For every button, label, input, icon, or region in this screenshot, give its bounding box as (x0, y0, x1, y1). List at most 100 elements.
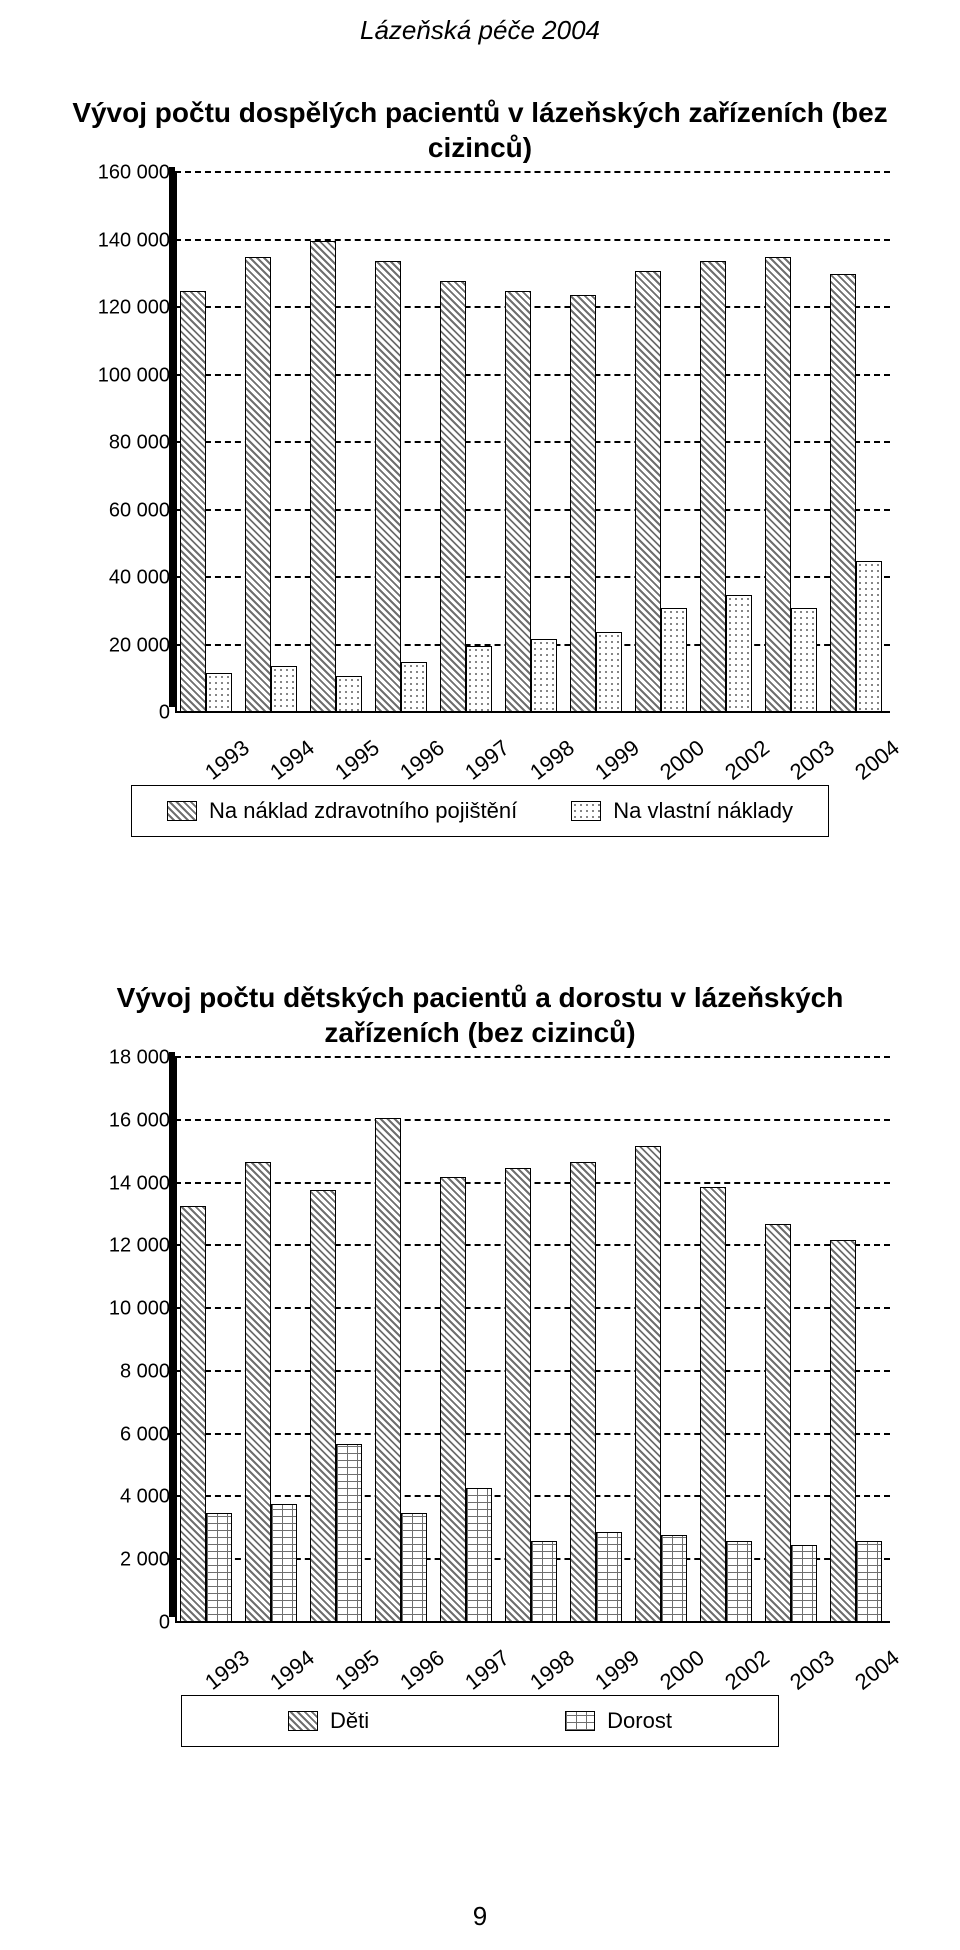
bar-fill (311, 242, 335, 713)
legend: Děti Dorost (181, 1695, 779, 1747)
bars (175, 1058, 890, 1623)
bar (856, 1541, 882, 1623)
bar-fill (337, 1445, 361, 1622)
x-tick-label: 1994 (263, 1643, 322, 1697)
bar-group (700, 1187, 755, 1623)
bar-group (570, 1162, 625, 1623)
bar (791, 1545, 817, 1623)
bar-fill (766, 258, 790, 712)
bar (726, 1541, 752, 1623)
bar-fill (727, 596, 751, 712)
bar-group (310, 1190, 365, 1623)
y-tick-label: 60 000 (70, 499, 170, 522)
bar-fill (792, 1546, 816, 1622)
legend-label: Děti (330, 1708, 369, 1734)
y-tick-label: 8 000 (70, 1360, 170, 1383)
legend-item: Dorost (565, 1708, 672, 1734)
legend-label: Dorost (607, 1708, 672, 1734)
x-tick-label: 2003 (783, 733, 842, 787)
bar (700, 1187, 726, 1623)
y-tick-label: 10 000 (70, 1298, 170, 1321)
legend-label: Na vlastní náklady (613, 798, 793, 824)
x-tick-label: 2000 (653, 733, 712, 787)
bar-group (700, 261, 755, 713)
y-tick-label: 140 000 (70, 229, 170, 252)
chart-title: Vývoj počtu dospělých pacientů v lázeňsk… (70, 95, 890, 165)
bar-fill (207, 674, 231, 713)
bar-fill (441, 1178, 465, 1622)
bar (466, 1488, 492, 1623)
bar (180, 291, 206, 713)
y-tick-label: 0 (70, 702, 170, 725)
bar-group (830, 1240, 885, 1623)
x-tick-label: 1997 (458, 733, 517, 787)
bar (635, 271, 661, 713)
bar-group (635, 271, 690, 713)
x-tick-label: 2004 (848, 1643, 907, 1697)
bar (336, 1444, 362, 1623)
legend-swatch-icon (167, 801, 197, 821)
bar (570, 1162, 596, 1623)
y-tick-label: 20 000 (70, 634, 170, 657)
bar (466, 646, 492, 714)
legend-item: Na náklad zdravotního pojištění (167, 798, 517, 824)
bar-fill (831, 1241, 855, 1622)
bar-group (765, 1224, 820, 1623)
x-tick-label: 1999 (588, 1643, 647, 1697)
bar (401, 662, 427, 713)
plot-area: 020 00040 00060 00080 000100 000120 0001… (70, 173, 890, 713)
bar (531, 639, 557, 713)
x-tick-label: 1997 (458, 1643, 517, 1697)
bar-fill (571, 296, 595, 713)
x-tick-label: 1993 (198, 1643, 257, 1697)
legend-item: Děti (288, 1708, 369, 1734)
x-labels: 1993199419951996199719981999200020022003… (175, 1629, 890, 1655)
x-tick-label: 1993 (198, 733, 257, 787)
bar (830, 274, 856, 713)
bar (791, 608, 817, 713)
chart-title: Vývoj počtu dětských pacientů a dorostu … (70, 980, 890, 1050)
bar-fill (246, 1163, 270, 1622)
bar-fill (766, 1225, 790, 1622)
bar-fill (532, 1542, 556, 1622)
bar (856, 561, 882, 713)
bar-group (570, 295, 625, 714)
bar (336, 676, 362, 713)
bar-group (180, 1206, 235, 1623)
bar-fill (701, 262, 725, 712)
bar (830, 1240, 856, 1623)
x-tick-label: 1999 (588, 733, 647, 787)
bar (531, 1541, 557, 1623)
y-tick-label: 0 (70, 1612, 170, 1635)
y-tick-label: 18 000 (70, 1047, 170, 1070)
legend-swatch-icon (565, 1711, 595, 1731)
y-tick-label: 12 000 (70, 1235, 170, 1258)
bar-fill (857, 562, 881, 712)
page-number: 9 (0, 1901, 960, 1932)
plot (175, 173, 890, 713)
legend-label: Na náklad zdravotního pojištění (209, 798, 517, 824)
bar-group (440, 281, 495, 713)
chart-adults: Vývoj počtu dospělých pacientů v lázeňsk… (70, 95, 890, 825)
bar-fill (662, 1536, 686, 1622)
bar (765, 1224, 791, 1623)
legend: Na náklad zdravotního pojištění Na vlast… (131, 785, 829, 837)
bar (596, 632, 622, 713)
x-tick-label: 2002 (718, 733, 777, 787)
bar (596, 1532, 622, 1623)
plot (175, 1058, 890, 1623)
bar (206, 673, 232, 714)
bar-fill (272, 1505, 296, 1622)
chart-children: Vývoj počtu dětských pacientů a dorostu … (70, 980, 890, 1780)
y-axis: 020 00040 00060 00080 000100 000120 0001… (70, 173, 170, 713)
y-tick-label: 2 000 (70, 1549, 170, 1572)
legend-swatch-icon (288, 1711, 318, 1731)
bar (401, 1513, 427, 1623)
bar-fill (181, 1207, 205, 1622)
bar-fill (597, 633, 621, 712)
bar (661, 1535, 687, 1623)
bar (271, 1504, 297, 1623)
bar (310, 1190, 336, 1623)
bar (271, 666, 297, 713)
y-axis: 02 0004 0006 0008 00010 00012 00014 0001… (70, 1058, 170, 1623)
